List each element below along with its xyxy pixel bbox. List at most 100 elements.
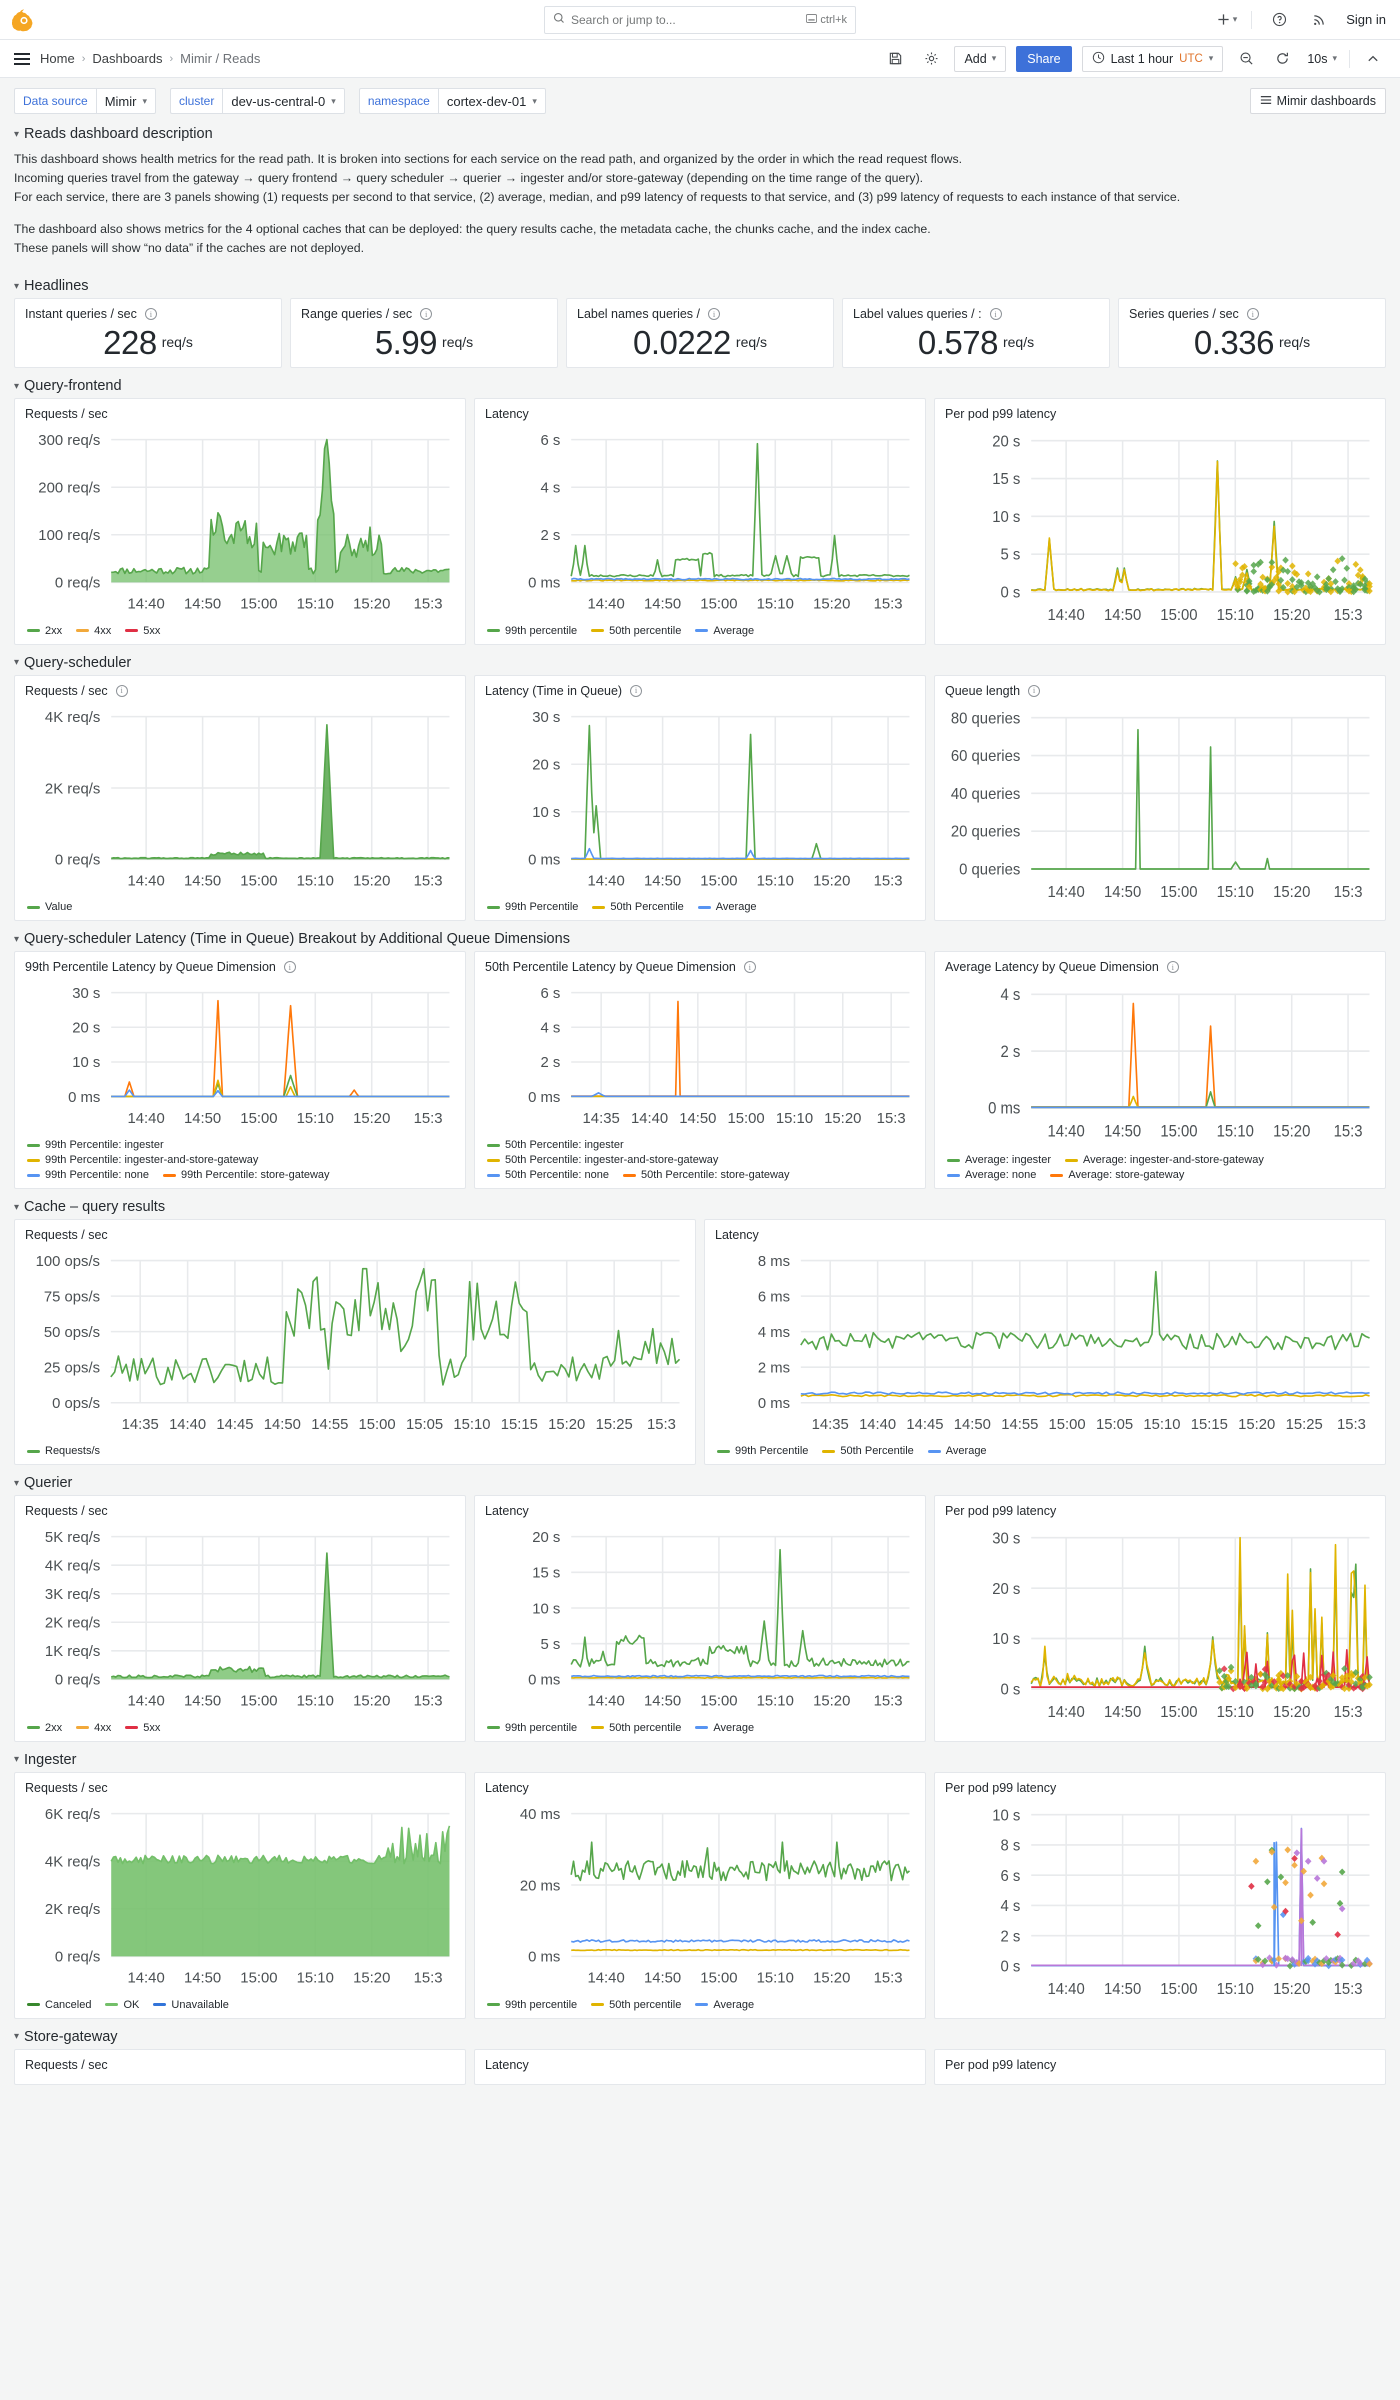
legend-item[interactable]: Average: none bbox=[947, 1169, 1036, 1181]
info-icon[interactable]: i bbox=[708, 308, 720, 320]
legend-item[interactable]: 99th Percentile: ingester-and-store-gate… bbox=[27, 1154, 258, 1166]
chart-area[interactable]: 6 s 4 s 2 s 0 ms 14:40 14:50 15:00 15:10 15:20 15… bbox=[475, 421, 925, 623]
chart-area[interactable]: 20 s 15 s 10 s 5 s 0 ms 14:40 14:50 15:00 15:10 1… bbox=[475, 1518, 925, 1720]
chart-area[interactable]: 30 s 20 s 10 s 0 s 14:40 14:50 15:00 15:10 15:20… bbox=[935, 1518, 1385, 1732]
legend-item[interactable]: Requests/s bbox=[27, 1445, 100, 1457]
legend-item[interactable]: Average bbox=[695, 1999, 754, 2011]
timeseries-panel[interactable]: Requests / sec 300 req/s 200 req/s 100 req… bbox=[14, 398, 466, 645]
row-header-headlines[interactable]: ▾ Headlines bbox=[0, 272, 1400, 298]
add-panel-button[interactable]: Add ▾ bbox=[954, 45, 1007, 72]
chart-area[interactable] bbox=[935, 2072, 1385, 2084]
chevron-up-icon[interactable] bbox=[1360, 46, 1386, 72]
chart-area[interactable]: 5K req/s 4K req/s 3K req/s 2K req/s 1K req/s… bbox=[15, 1518, 465, 1720]
chart-area[interactable]: 4K req/s 2K req/s 0 req/s 14:40 14:50 15:00 15… bbox=[15, 698, 465, 900]
row-header-querier[interactable]: ▾ Querier bbox=[0, 1469, 1400, 1495]
chart-area[interactable]: 10 s 8 s 6 s 4 s 2 s 0 s 14:40 14:50 15:00 15:10 1… bbox=[935, 1795, 1385, 2009]
row-header-query-scheduler[interactable]: ▾ Query-scheduler bbox=[0, 649, 1400, 675]
chart-area[interactable]: 30 s 20 s 10 s 0 ms 14:40 14:50 15:00 15:10 15:2… bbox=[475, 698, 925, 900]
timeseries-panel[interactable]: Requests / sec bbox=[14, 2048, 466, 2086]
variable-value-namespace[interactable]: cortex-dev-01 ▾ bbox=[437, 88, 546, 114]
refresh-icon[interactable] bbox=[1269, 46, 1295, 72]
legend-item[interactable]: 50th percentile bbox=[591, 625, 681, 637]
legend-item[interactable]: 50th Percentile bbox=[822, 1445, 914, 1457]
timeseries-panel[interactable]: Latency 20 s 15 s 10 s 5 s 0 ms 14:40 14:50 15:… bbox=[474, 1495, 926, 1742]
grafana-logo-icon[interactable] bbox=[11, 8, 36, 32]
variable-value-cluster[interactable]: dev-us-central-0 ▾ bbox=[222, 88, 345, 114]
legend-item[interactable]: 50th Percentile: store-gateway bbox=[622, 1169, 790, 1181]
row-header-ingester[interactable]: ▾ Ingester bbox=[0, 1746, 1400, 1772]
timeseries-panel[interactable]: Per pod p99 latency 30 s 20 s 10 s 0 s 14:40… bbox=[934, 1495, 1386, 1742]
legend-item[interactable]: 50th Percentile: ingester bbox=[487, 1139, 624, 1151]
legend-item[interactable]: OK bbox=[105, 1999, 139, 2011]
legend-item[interactable]: Canceled bbox=[27, 1999, 91, 2011]
hamburger-menu-icon[interactable] bbox=[14, 52, 30, 65]
legend-item[interactable]: Average bbox=[695, 1722, 754, 1734]
chart-area[interactable]: 100 ops/s 75 ops/s 50 ops/s 25 ops/s 0 ops/s… bbox=[15, 1242, 695, 1443]
legend-item[interactable]: 5xx bbox=[125, 1722, 160, 1734]
timeseries-panel[interactable]: Queue length i 80 queries 60 queries 40 qu… bbox=[934, 674, 1386, 922]
chart-area[interactable]: 4 s 2 s 0 ms 14:40 14:50 15:00 15:10 15:20 15:3 bbox=[935, 974, 1385, 1152]
info-icon[interactable]: i bbox=[989, 308, 1002, 320]
stat-panel[interactable]: Label values queries / : i 0.578 req/s bbox=[842, 298, 1110, 368]
legend-item[interactable]: 99th Percentile bbox=[487, 901, 578, 913]
legend-item[interactable]: Unavailable bbox=[153, 1999, 229, 2011]
timeseries-panel[interactable]: Latency 40 ms 20 ms 0 ms 14:40 14:50 15:00 15:… bbox=[474, 1771, 926, 2019]
info-icon[interactable]: i bbox=[743, 961, 756, 974]
breadcrumb-item-dashboards[interactable]: Dashboards bbox=[92, 51, 163, 66]
stat-panel[interactable]: Label names queries / i 0.0222 req/s bbox=[566, 298, 834, 368]
legend-item[interactable]: 50th Percentile: ingester-and-store-gate… bbox=[487, 1154, 718, 1166]
search-input[interactable]: Search or jump to... bbox=[571, 12, 676, 27]
legend-item[interactable]: Average: store-gateway bbox=[1050, 1169, 1184, 1181]
timeseries-panel[interactable]: Per pod p99 latency 20 s 15 s 10 s 5 s 0 s 14… bbox=[934, 398, 1386, 645]
legend-item[interactable]: 99th percentile bbox=[487, 625, 577, 637]
info-icon[interactable]: i bbox=[144, 308, 157, 320]
chart-area[interactable]: 20 s 15 s 10 s 5 s 0 s 14:40 14:50 15:00 15:10 15… bbox=[935, 421, 1385, 635]
legend-item[interactable]: Average bbox=[697, 901, 757, 913]
stat-panel[interactable]: Series queries / sec i 0.336 req/s bbox=[1118, 298, 1386, 368]
chart-area[interactable]: 6 s 4 s 2 s 0 ms 14:35 14:40 14:50 15:00 15:10 15… bbox=[475, 974, 925, 1137]
timeseries-panel[interactable]: Average Latency by Queue Dimension i 4 s… bbox=[934, 951, 1386, 1190]
timeseries-panel[interactable]: Per pod p99 latency bbox=[934, 2048, 1386, 2086]
legend-item[interactable]: Average bbox=[695, 625, 754, 637]
info-icon[interactable]: i bbox=[1028, 684, 1041, 697]
row-header-cache-query-results[interactable]: ▾ Cache – query results bbox=[0, 1193, 1400, 1219]
share-button[interactable]: Share bbox=[1016, 45, 1072, 72]
info-icon[interactable]: i bbox=[420, 308, 433, 320]
timeseries-panel[interactable]: Latency 8 ms 6 ms 4 ms 2 ms 0 ms 14:35 14:40 14… bbox=[704, 1219, 1386, 1466]
info-icon[interactable]: i bbox=[1246, 308, 1259, 320]
info-icon[interactable]: i bbox=[283, 961, 296, 974]
timeseries-panel[interactable]: 50th Percentile Latency by Queue Dimensi… bbox=[474, 951, 926, 1190]
timeseries-panel[interactable]: Latency 6 s 4 s 2 s 0 ms 14:40 14:50 15:00 15:1… bbox=[474, 398, 926, 645]
legend-item[interactable]: 50th Percentile bbox=[592, 901, 684, 913]
legend-item[interactable]: 2xx bbox=[27, 625, 62, 637]
legend-item[interactable]: 99th Percentile: ingester bbox=[27, 1139, 164, 1151]
zoom-out-icon[interactable] bbox=[1233, 46, 1259, 72]
timeseries-panel[interactable]: Requests / sec 6K req/s 4K req/s 2K req/s 0… bbox=[14, 1771, 466, 2019]
row-header-store-gateway[interactable]: ▾ Store-gateway bbox=[0, 2023, 1400, 2049]
stat-panel[interactable]: Range queries / sec i 5.99 req/s bbox=[290, 298, 558, 368]
chart-area[interactable] bbox=[475, 2072, 925, 2084]
chart-area[interactable]: 300 req/s 200 req/s 100 req/s 0 req/s 14:40 1… bbox=[15, 421, 465, 623]
breadcrumb-item-home[interactable]: Home bbox=[40, 51, 75, 66]
info-icon[interactable]: i bbox=[630, 684, 643, 697]
gear-icon[interactable] bbox=[918, 46, 944, 72]
timeseries-panel[interactable]: Latency bbox=[474, 2048, 926, 2086]
legend-item[interactable]: 5xx bbox=[125, 625, 160, 637]
chart-area[interactable]: 8 ms 6 ms 4 ms 2 ms 0 ms 14:35 14:40 14:45 14:50… bbox=[705, 1242, 1385, 1443]
timeseries-panel[interactable]: Requests / sec i 4K req/s 2K req/s 0 req/s… bbox=[14, 674, 466, 922]
sign-in-link[interactable]: Sign in bbox=[1346, 12, 1386, 27]
legend-item[interactable]: 99th percentile bbox=[487, 1722, 577, 1734]
time-range-picker[interactable]: Last 1 hour UTC ▾ bbox=[1081, 45, 1224, 72]
timeseries-panel[interactable]: Latency (Time in Queue) i 30 s 20 s 10 s 0 … bbox=[474, 674, 926, 922]
legend-item[interactable]: 99th Percentile: store-gateway bbox=[162, 1169, 330, 1181]
rss-icon[interactable] bbox=[1306, 7, 1332, 33]
save-dashboard-icon[interactable] bbox=[882, 46, 908, 72]
refresh-interval-picker[interactable]: 10s ▾ bbox=[1305, 45, 1339, 72]
timeseries-panel[interactable]: Requests / sec 5K req/s 4K req/s 3K req/s 2… bbox=[14, 1495, 466, 1742]
legend-item[interactable]: 2xx bbox=[27, 1722, 62, 1734]
info-icon[interactable]: i bbox=[115, 684, 128, 697]
timeseries-panel[interactable]: Requests / sec 100 ops/s 75 ops/s 50 ops/s… bbox=[14, 1219, 696, 1466]
legend-item[interactable]: Average bbox=[927, 1445, 987, 1457]
search-box[interactable]: Search or jump to... ctrl+k bbox=[544, 5, 856, 34]
